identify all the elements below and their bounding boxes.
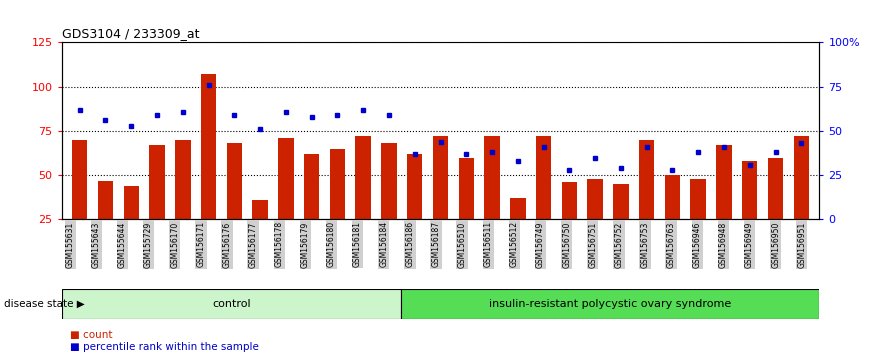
Bar xyxy=(485,136,500,264)
Bar xyxy=(716,145,732,264)
Text: GSM156948: GSM156948 xyxy=(719,221,728,268)
Text: GSM156949: GSM156949 xyxy=(745,221,754,268)
Bar xyxy=(767,158,783,264)
Bar xyxy=(561,182,577,264)
Text: GSM156511: GSM156511 xyxy=(484,221,492,267)
Bar xyxy=(613,184,629,264)
Text: GSM155631: GSM155631 xyxy=(66,221,75,268)
Bar xyxy=(123,186,139,264)
Text: GDS3104 / 233309_at: GDS3104 / 233309_at xyxy=(62,27,199,40)
Bar xyxy=(72,140,87,264)
Bar xyxy=(381,143,396,264)
Text: GSM156180: GSM156180 xyxy=(327,221,336,267)
Text: GSM156184: GSM156184 xyxy=(379,221,389,267)
Bar xyxy=(433,136,448,264)
Text: disease state ▶: disease state ▶ xyxy=(4,298,85,309)
Text: GSM156179: GSM156179 xyxy=(301,221,310,268)
Bar xyxy=(175,140,190,264)
Text: GSM155643: GSM155643 xyxy=(92,221,100,268)
Bar xyxy=(402,289,819,319)
Text: ■ percentile rank within the sample: ■ percentile rank within the sample xyxy=(70,342,259,352)
Bar xyxy=(304,154,320,264)
Bar xyxy=(278,138,293,264)
Bar xyxy=(536,136,552,264)
Text: GSM156751: GSM156751 xyxy=(589,221,597,268)
Text: GSM156176: GSM156176 xyxy=(223,221,232,268)
Text: GSM155729: GSM155729 xyxy=(144,221,153,268)
Text: GSM156950: GSM156950 xyxy=(771,221,781,268)
Text: GSM156749: GSM156749 xyxy=(536,221,545,268)
Bar xyxy=(329,149,345,264)
Bar xyxy=(794,136,809,264)
Bar xyxy=(201,74,217,264)
Text: insulin-resistant polycystic ovary syndrome: insulin-resistant polycystic ovary syndr… xyxy=(489,298,731,309)
Text: GSM156170: GSM156170 xyxy=(170,221,179,268)
Bar xyxy=(149,145,165,264)
Text: GSM156186: GSM156186 xyxy=(405,221,414,267)
Text: GSM156177: GSM156177 xyxy=(248,221,257,268)
Bar xyxy=(252,200,268,264)
Bar xyxy=(691,179,706,264)
Text: GSM156510: GSM156510 xyxy=(457,221,467,268)
Text: GSM156763: GSM156763 xyxy=(667,221,676,268)
Text: GSM156750: GSM156750 xyxy=(562,221,571,268)
Bar xyxy=(510,198,526,264)
Bar xyxy=(62,289,402,319)
Text: GSM155644: GSM155644 xyxy=(118,221,127,268)
Text: ■ count: ■ count xyxy=(70,330,113,339)
Bar xyxy=(407,154,423,264)
Text: GSM156512: GSM156512 xyxy=(510,221,519,267)
Text: GSM156753: GSM156753 xyxy=(640,221,649,268)
Text: GSM156752: GSM156752 xyxy=(614,221,624,268)
Bar xyxy=(742,161,758,264)
Text: GSM156171: GSM156171 xyxy=(196,221,205,267)
Bar xyxy=(639,140,655,264)
Bar xyxy=(458,158,474,264)
Text: GSM156187: GSM156187 xyxy=(432,221,440,267)
Text: GSM156951: GSM156951 xyxy=(797,221,806,268)
Text: GSM156946: GSM156946 xyxy=(692,221,702,268)
Text: GSM156178: GSM156178 xyxy=(275,221,284,267)
Bar xyxy=(98,181,114,264)
Bar xyxy=(355,136,371,264)
Bar xyxy=(226,143,242,264)
Text: control: control xyxy=(212,298,251,309)
Text: GSM156181: GSM156181 xyxy=(353,221,362,267)
Bar xyxy=(664,175,680,264)
Bar xyxy=(588,179,603,264)
